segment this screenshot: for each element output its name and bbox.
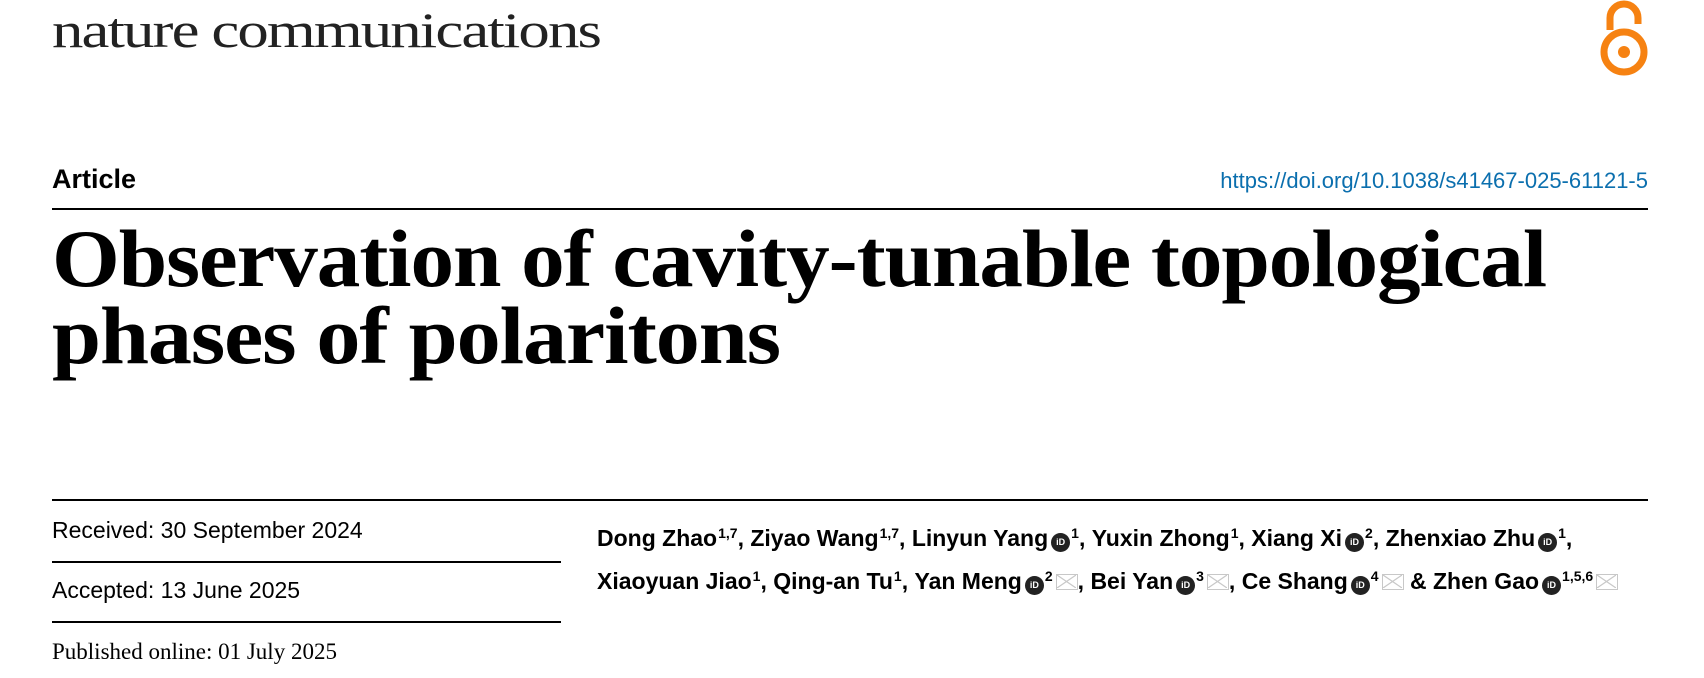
open-access-lock-icon xyxy=(1600,0,1648,76)
affiliation-number[interactable]: 2 xyxy=(1365,525,1373,541)
affiliation-number[interactable]: 1 xyxy=(1558,525,1566,541)
orcid-icon[interactable]: iD xyxy=(1538,533,1558,552)
author-name[interactable]: Yuxin Zhong xyxy=(1091,525,1230,551)
author-separator: , xyxy=(1372,525,1386,551)
author: Bei Yan iD3, xyxy=(1090,568,1242,595)
author: Qing-an Tu1, xyxy=(773,568,914,594)
author: Zhenxiao Zhu iD1, xyxy=(1385,525,1573,552)
author: Dong Zhao1,7, xyxy=(597,525,750,551)
author-separator: , xyxy=(737,525,751,551)
author-separator: , xyxy=(760,568,774,594)
email-icon[interactable] xyxy=(1596,574,1619,590)
orcid-icon[interactable]: iD xyxy=(1542,576,1562,595)
author: Yuxin Zhong1, xyxy=(1092,525,1252,551)
email-icon[interactable] xyxy=(1055,574,1078,590)
accepted-date: Accepted: 13 June 2025 xyxy=(52,577,301,603)
journal-logo[interactable]: nature communications xyxy=(52,2,602,58)
affiliation-number[interactable]: 1 xyxy=(893,568,902,584)
author-separator: , xyxy=(1228,568,1242,594)
divider xyxy=(52,621,561,623)
author-name[interactable]: Qing-an Tu xyxy=(773,568,893,594)
author: Zhen Gao iD1,5,6 xyxy=(1432,568,1619,595)
orcid-icon[interactable]: iD xyxy=(1350,576,1370,595)
email-icon[interactable] xyxy=(1381,574,1404,590)
author: Ce Shang iD4 & xyxy=(1241,568,1433,595)
article-type: Article xyxy=(52,164,137,194)
published-date: Published online: 01 July 2025 xyxy=(52,639,337,664)
author-separator: , xyxy=(901,568,915,594)
divider xyxy=(52,499,1648,501)
doi-link[interactable]: https://doi.org/10.1038/s41467-025-61121… xyxy=(1220,168,1648,193)
affiliation-number[interactable]: 4 xyxy=(1370,568,1379,584)
author-name[interactable]: Linyun Yang xyxy=(911,525,1049,551)
author-separator: , xyxy=(1078,525,1092,551)
affiliation-number[interactable]: 3 xyxy=(1196,568,1204,584)
received-date: Received: 30 September 2024 xyxy=(52,517,363,543)
article-title-line-2: phases of polaritons xyxy=(52,290,781,381)
orcid-icon[interactable]: iD xyxy=(1345,533,1365,552)
affiliation-number[interactable]: 1 xyxy=(1230,525,1239,541)
orcid-icon[interactable]: iD xyxy=(1024,576,1044,595)
article-title-line-1: Observation of cavity-tunable topologica… xyxy=(52,213,1547,304)
author-name[interactable]: Bei Yan xyxy=(1090,568,1174,594)
author-separator: , xyxy=(1565,525,1573,551)
orcid-icon[interactable]: iD xyxy=(1176,576,1196,595)
divider xyxy=(52,208,1648,210)
affiliation-number[interactable]: 1 xyxy=(752,568,761,584)
affiliation-number[interactable]: 1,7 xyxy=(879,525,900,541)
author: Yan Meng iD2, xyxy=(914,568,1091,595)
author: Linyun Yang iD1, xyxy=(911,525,1092,552)
author-name[interactable]: Yan Meng xyxy=(914,568,1022,594)
affiliation-number[interactable]: 1,5,6 xyxy=(1562,568,1594,584)
affiliation-number[interactable]: 2 xyxy=(1044,568,1053,584)
divider xyxy=(52,561,561,563)
orcid-icon[interactable]: iD xyxy=(1051,533,1071,552)
affiliation-number[interactable]: 1,7 xyxy=(718,525,738,541)
author-separator: , xyxy=(1238,525,1252,551)
author: Xiang Xi iD2, xyxy=(1251,525,1386,552)
author-name[interactable]: Xiaoyuan Jiao xyxy=(597,568,752,594)
author-separator: , xyxy=(1077,568,1091,594)
author-name[interactable]: Zhen Gao xyxy=(1432,568,1540,594)
author: Ziyao Wang1,7, xyxy=(750,525,911,551)
author-name[interactable]: Xiang Xi xyxy=(1251,525,1343,551)
author-name[interactable]: Dong Zhao xyxy=(597,525,718,551)
author-name[interactable]: Zhenxiao Zhu xyxy=(1385,525,1536,551)
author-name[interactable]: Ce Shang xyxy=(1241,568,1348,594)
author: Xiaoyuan Jiao1, xyxy=(597,568,773,594)
author-name[interactable]: Ziyao Wang xyxy=(750,525,879,551)
author-separator: & xyxy=(1403,568,1433,594)
author-separator: , xyxy=(899,525,912,551)
email-icon[interactable] xyxy=(1206,574,1229,590)
affiliation-number[interactable]: 1 xyxy=(1071,525,1079,541)
author-list: Dong Zhao1,7, Ziyao Wang1,7, Linyun Yang… xyxy=(597,514,1657,600)
